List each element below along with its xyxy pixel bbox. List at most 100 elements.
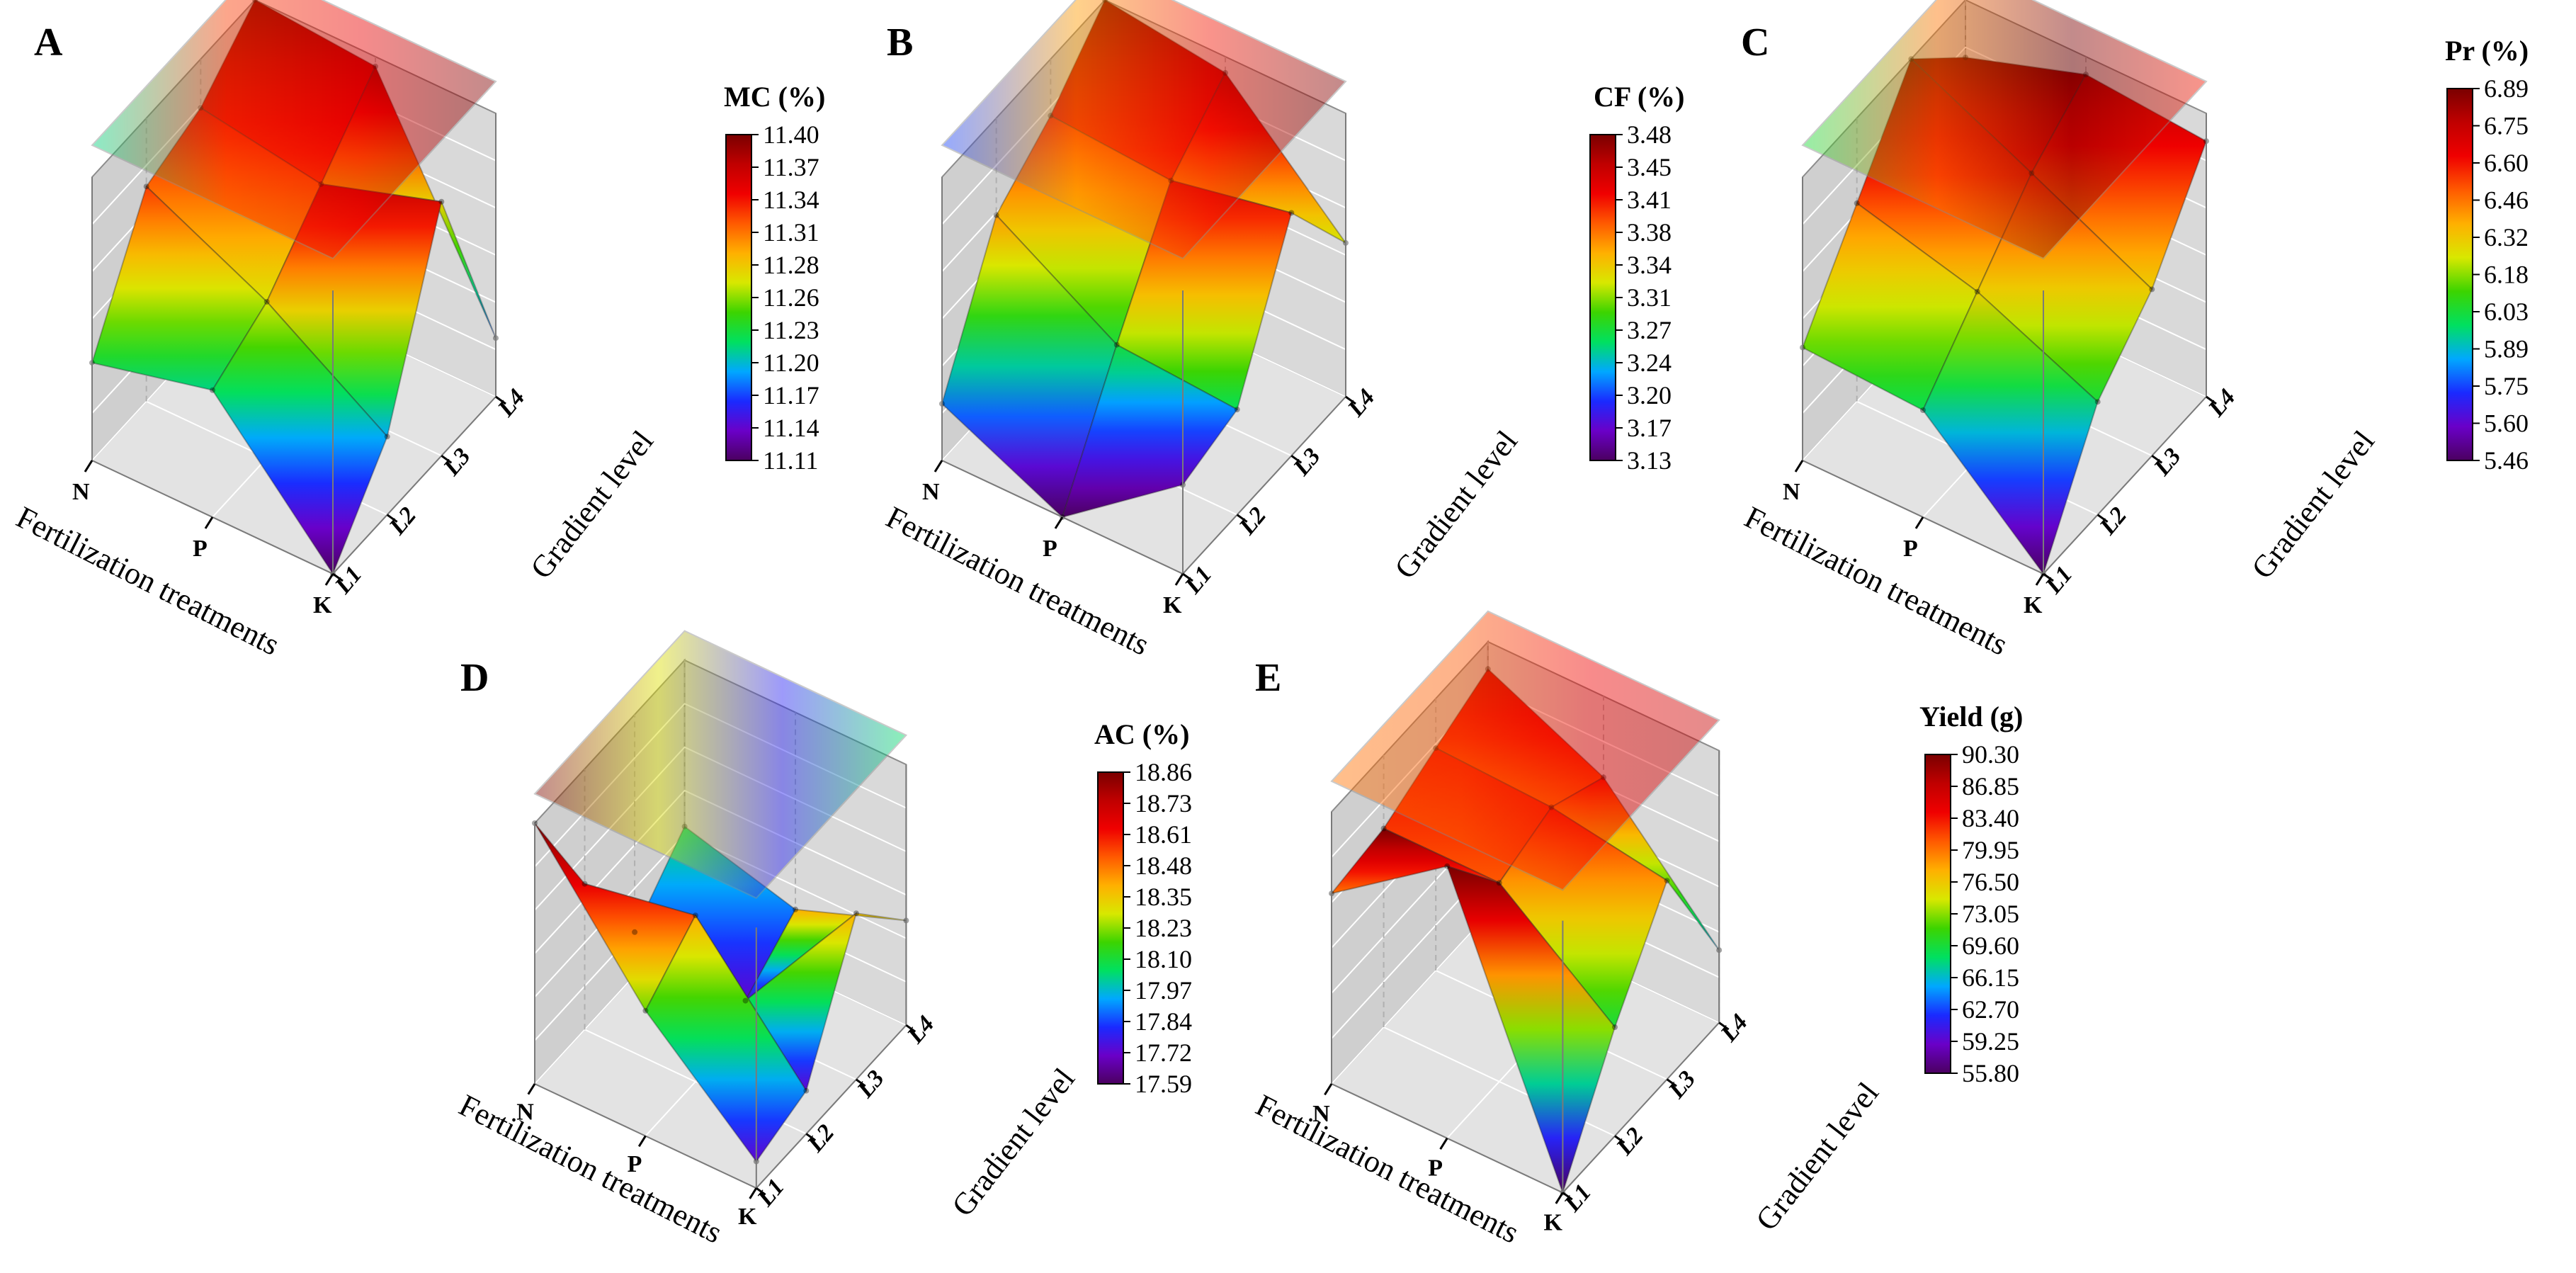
colorbar-tick-label: 11.34 xyxy=(763,186,819,214)
panel-label-a: A xyxy=(34,21,63,64)
colorbar-tick-label: 3.27 xyxy=(1627,316,1672,344)
colorbar-tick-label: 11.26 xyxy=(763,283,819,312)
y-tick-mark xyxy=(495,395,506,405)
colorbar-title-a: MC (%) xyxy=(724,81,825,113)
y-tick-mark xyxy=(1345,395,1356,405)
surface-point xyxy=(263,299,270,305)
colorbar-tick-label: 18.61 xyxy=(1135,820,1192,849)
y-tick-mark xyxy=(1236,514,1248,523)
x-tick-mark xyxy=(1174,573,1184,586)
colorbar-tick-label: 62.70 xyxy=(1962,995,2019,1024)
x-tick-label: P xyxy=(1428,1155,1443,1182)
surface-point xyxy=(853,910,859,917)
colorbar-tick-label: 6.18 xyxy=(2484,261,2529,289)
top-projection-map xyxy=(533,630,908,900)
colorbar-title-b: CF (%) xyxy=(1594,81,1684,113)
y-tick-mark xyxy=(2151,455,2163,464)
colorbar-tick-label: 18.48 xyxy=(1135,852,1192,880)
x-tick-mark xyxy=(1439,1138,1448,1150)
colorbar-gradient xyxy=(2446,88,2473,461)
y-tick-mark xyxy=(441,455,453,464)
colorbar-tick-label: 83.40 xyxy=(1962,804,2019,832)
colorbar-tick-label: 5.46 xyxy=(2484,446,2529,475)
y-tick-mark xyxy=(805,1133,817,1141)
colorbar-tick-label: 11.17 xyxy=(763,381,819,409)
y-tick-mark xyxy=(1718,1022,1730,1031)
floor-grid-line xyxy=(1331,913,1489,1085)
colorbar-tick-label: 17.84 xyxy=(1135,1007,1192,1036)
surface-patch xyxy=(1922,290,2099,576)
colorbar-tick-label: 6.46 xyxy=(2484,186,2529,215)
colorbar-gradient xyxy=(1097,771,1124,1085)
colorbar-tick-label: 17.97 xyxy=(1135,976,1192,1005)
surface-point xyxy=(1664,878,1670,884)
colorbar-tick-label: 6.89 xyxy=(2484,74,2529,103)
colorbar-tick-label: 3.13 xyxy=(1627,446,1672,475)
x-tick-label: N xyxy=(516,1099,534,1126)
y-tick-mark xyxy=(1614,1135,1625,1144)
x-tick-mark xyxy=(324,573,334,586)
y-tick-mark xyxy=(1290,455,1303,464)
panel-label-b: B xyxy=(887,21,913,64)
colorbar-tick-label: 6.75 xyxy=(2484,112,2529,140)
x-tick-mark xyxy=(1054,516,1064,529)
surface-patch xyxy=(645,914,807,1163)
x-tick-mark xyxy=(1324,1083,1333,1096)
colorbar-gradient xyxy=(1924,754,1951,1074)
y-tick-label: L4 xyxy=(1342,384,1380,421)
y-axis-label-e: Gradient level xyxy=(1749,1076,1885,1238)
colorbar-tick-label: 18.73 xyxy=(1135,789,1192,817)
x-tick-label: N xyxy=(72,479,90,505)
colorbar-tick-label: 17.72 xyxy=(1135,1039,1192,1067)
x-tick-mark xyxy=(749,1187,758,1199)
panel-label-c: C xyxy=(1741,21,1769,64)
y-tick-mark xyxy=(1182,572,1193,582)
colorbar-tick-label: 69.60 xyxy=(1962,932,2019,960)
colorbar-tick-label: 3.31 xyxy=(1627,283,1672,312)
surface-patch xyxy=(1446,865,1616,1195)
colorbar-title-c: Pr (%) xyxy=(2445,35,2529,67)
colorbar-tick-label: 5.89 xyxy=(2484,335,2529,363)
surface-point xyxy=(632,929,638,935)
y-tick-mark xyxy=(332,572,344,582)
y-tick-mark xyxy=(1562,1192,1573,1201)
colorbar-tick-label: 5.60 xyxy=(2484,409,2529,438)
colorbar-tick-label: 3.48 xyxy=(1627,120,1672,149)
colorbar-tick-label: 3.45 xyxy=(1627,153,1672,181)
x-tick-mark xyxy=(84,460,93,473)
surface-point xyxy=(2149,286,2155,293)
colorbar-tick-label: 18.86 xyxy=(1135,758,1192,786)
colorbar-gradient xyxy=(1589,134,1616,461)
x-tick-label: K xyxy=(738,1204,757,1230)
colorbar-tick-label: 11.37 xyxy=(763,153,819,181)
colorbar-tick-label: 11.40 xyxy=(763,120,819,149)
surface-point xyxy=(993,212,999,218)
y-tick-label: L4 xyxy=(1715,1009,1753,1047)
x-tick-mark xyxy=(204,516,214,529)
colorbar-tick-label: 73.05 xyxy=(1962,900,2019,928)
x-tick-mark xyxy=(1794,460,1804,473)
surface-point xyxy=(581,881,588,887)
x-tick-label: P xyxy=(193,536,208,562)
colorbar-tick-label: 11.11 xyxy=(763,446,818,475)
y-tick-mark xyxy=(2043,572,2054,582)
x-tick-mark xyxy=(1914,516,1924,529)
x-tick-mark xyxy=(637,1135,647,1148)
x-tick-label: N xyxy=(1783,479,1800,505)
surface-point xyxy=(1444,863,1451,869)
colorbar-tick-label: 55.80 xyxy=(1962,1059,2019,1087)
colorbar-tick-label: 3.24 xyxy=(1627,349,1672,377)
surface-point xyxy=(1113,341,1120,348)
panel-label-d: D xyxy=(460,656,489,700)
colorbar-tick-label: 6.03 xyxy=(2484,298,2529,326)
y-tick-mark xyxy=(1666,1078,1677,1087)
colorbar-tick-label: 3.17 xyxy=(1627,414,1672,442)
surface-point xyxy=(1380,825,1387,832)
colorbar-tick-label: 5.75 xyxy=(2484,372,2529,400)
surface-point xyxy=(384,434,390,440)
colorbar-tick-label: 79.95 xyxy=(1962,836,2019,864)
top-projection-map xyxy=(91,0,497,260)
surface-point xyxy=(2094,399,2101,405)
